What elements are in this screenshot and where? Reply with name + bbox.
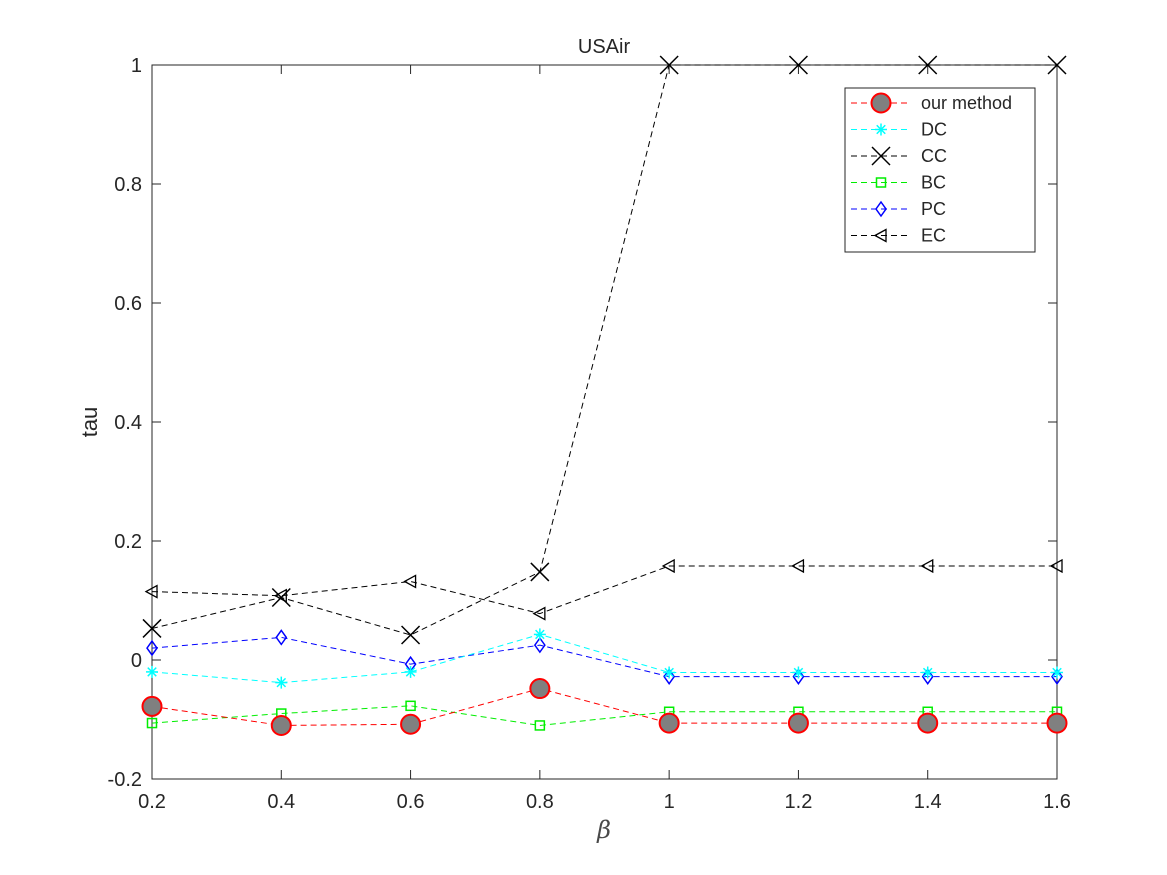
x-tick-label: 1.2 <box>785 791 813 813</box>
y-tick-label: 0.2 <box>114 531 142 553</box>
x-tick-label: 1 <box>664 791 675 813</box>
point-dc <box>792 666 805 679</box>
point-ec <box>532 606 546 621</box>
point-cc <box>401 625 421 645</box>
point-dc <box>533 628 546 641</box>
point-dc <box>921 666 934 679</box>
legend-item-dc: DC <box>851 120 947 140</box>
point-pc <box>146 639 158 657</box>
series-layer <box>141 55 1068 736</box>
legend-item-pc: PC <box>851 199 946 219</box>
point-pc <box>663 668 676 685</box>
point-our-method <box>270 714 292 736</box>
point-bc <box>146 717 158 729</box>
series-cc <box>142 55 1067 645</box>
legend-label-pc: PC <box>921 199 946 219</box>
y-tick-label: 1 <box>131 55 142 77</box>
y-tick-label: 0 <box>131 650 142 672</box>
x-tick-label: 0.2 <box>138 791 166 813</box>
point-pc <box>921 668 934 685</box>
point-dc <box>146 665 158 678</box>
legend-marker-our-method <box>870 92 892 114</box>
point-cc <box>659 55 679 75</box>
y-axis-label: tau <box>77 407 102 438</box>
legend-item-cc: CC <box>851 146 947 166</box>
legend-marker-bc <box>875 177 887 188</box>
legend-marker-ec <box>873 228 887 243</box>
series-line-cc <box>151 64 1057 636</box>
series-dc <box>146 628 1063 689</box>
point-dc <box>275 676 288 689</box>
legend-marker-pc <box>875 200 887 218</box>
point-pc <box>533 636 546 654</box>
point-bc <box>534 720 546 731</box>
point-ec <box>144 584 158 599</box>
x-tick-label: 1.4 <box>914 791 942 813</box>
series-line-bc <box>151 705 1057 726</box>
series-our-method <box>141 678 1068 736</box>
point-cc <box>271 587 291 608</box>
y-tick-label: 0.4 <box>114 412 142 434</box>
point-ec <box>403 574 417 589</box>
legend-label-cc: CC <box>921 146 947 166</box>
legend: our method DC CC BC PC EC <box>844 87 1036 253</box>
legend-item-ec: EC <box>851 226 946 246</box>
series-line-ec <box>151 565 1057 615</box>
point-our-method <box>787 712 809 734</box>
x-tick-label: 0.4 <box>267 791 295 813</box>
point-ec <box>920 558 934 574</box>
x-tick-label: 1.6 <box>1043 791 1071 813</box>
legend-marker-dc <box>875 123 887 136</box>
legend-item-bc: BC <box>851 173 946 193</box>
legend-box <box>844 87 1036 253</box>
point-pc <box>792 668 805 685</box>
y-tick-label: 0.8 <box>114 174 142 196</box>
point-our-method <box>141 695 163 717</box>
point-dc <box>404 665 417 678</box>
legend-marker-cc <box>871 146 891 166</box>
point-our-method <box>1046 712 1068 734</box>
series-line-our-method <box>151 688 1057 726</box>
point-our-method <box>529 678 551 700</box>
series-pc <box>146 629 1063 685</box>
point-pc <box>275 629 288 646</box>
point-our-method <box>400 713 422 735</box>
series-ec <box>144 558 1063 621</box>
y-tick-label: 0.6 <box>114 293 142 315</box>
legend-item-our-method: our method <box>851 92 1012 114</box>
point-cc <box>530 562 550 582</box>
point-cc <box>1047 55 1067 75</box>
x-axis-label: β <box>596 816 611 844</box>
x-tick-label: 0.8 <box>526 791 554 813</box>
point-our-method <box>658 712 680 734</box>
chart-title: USAir <box>578 36 631 58</box>
point-cc <box>142 618 162 638</box>
point-ec <box>661 558 675 574</box>
point-dc <box>663 666 676 679</box>
point-bc <box>405 700 416 712</box>
y-tick-label: -0.2 <box>108 769 142 791</box>
legend-label-our-method: our method <box>921 93 1012 113</box>
series-line-pc <box>151 636 1057 678</box>
legend-label-dc: DC <box>921 120 947 140</box>
point-cc <box>788 55 808 75</box>
point-pc <box>1051 668 1063 685</box>
legend-label-ec: EC <box>921 226 946 246</box>
point-cc <box>918 55 938 75</box>
legend-label-bc: BC <box>921 173 946 193</box>
x-tick-label: 0.6 <box>397 791 425 813</box>
point-ec <box>1049 558 1063 574</box>
series-line-dc <box>151 633 1057 684</box>
point-our-method <box>917 712 939 734</box>
point-ec <box>791 558 805 574</box>
point-dc <box>1051 666 1063 679</box>
